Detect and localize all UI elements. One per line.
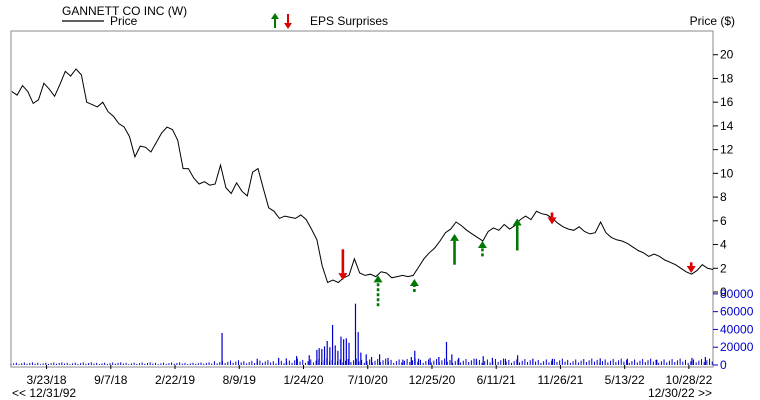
price-tick-label: 4 — [720, 238, 727, 252]
eps-beat-arrow-icon — [477, 240, 487, 257]
price-tick-label: 14 — [720, 119, 734, 133]
price-series — [11, 68, 714, 284]
range-end-link[interactable]: 12/30/22 >> — [648, 386, 712, 400]
date-tick-label: 6/11/21 — [477, 373, 516, 387]
date-tick-label: 7/10/20 — [348, 373, 388, 387]
price-axis: 0 2 4 6 8 10 12 14 16 18 20 — [713, 48, 734, 299]
plot-frame — [10, 30, 714, 368]
price-tick-label: 16 — [720, 95, 734, 109]
volume-tick-label: 0 — [720, 358, 727, 372]
company-title: GANNETT CO INC (W) — [62, 4, 187, 18]
eps-legend-up-arrow-icon — [271, 13, 279, 28]
eps-legend-label: EPS Surprises — [310, 14, 388, 28]
volume-bars — [10, 303, 713, 365]
date-tick-label: 3/23/18 — [27, 373, 67, 387]
price-tick-label: 20 — [720, 48, 734, 62]
chart-header: GANNETT CO INC (W) Price EPS Surprises P… — [62, 4, 735, 29]
eps-beat-arrow-icon — [450, 233, 460, 265]
range-start-link[interactable]: << 12/31/92 — [12, 386, 76, 400]
eps-beat-arrow-icon — [512, 218, 522, 251]
date-tick-label: 2/22/19 — [155, 373, 195, 387]
price-line — [11, 68, 714, 284]
eps-beat-arrow-icon — [409, 278, 419, 292]
eps-beat-arrow-icon — [373, 275, 383, 307]
date-tick-label: 1/24/20 — [283, 373, 323, 387]
price-tick-label: 10 — [720, 166, 734, 180]
price-tick-label: 2 — [720, 261, 727, 275]
price-tick-label: 6 — [720, 214, 727, 228]
price-axis-label: Price ($) — [690, 14, 735, 28]
volume-tick-label: 80000 — [720, 287, 754, 301]
eps-legend-down-arrow-icon — [284, 14, 292, 29]
volume-tick-label: 60000 — [720, 305, 754, 319]
date-tick-label: 10/28/22 — [666, 373, 713, 387]
volume-axis: 0 20000 40000 60000 80000 — [713, 287, 754, 372]
eps-surprise-arrows — [338, 212, 696, 307]
date-tick-label: 11/26/21 — [538, 373, 584, 387]
price-legend-label: Price — [110, 14, 138, 28]
volume-tick-label: 40000 — [720, 322, 754, 336]
date-tick-label: 5/13/22 — [605, 373, 645, 387]
eps-miss-arrow-icon — [338, 249, 348, 281]
date-axis: 3/23/18 9/7/18 2/22/19 8/9/19 1/24/20 7/10/20… — [27, 365, 713, 387]
price-tick-label: 18 — [720, 71, 734, 85]
date-tick-label: 8/9/19 — [223, 373, 257, 387]
date-tick-label: 12/25/20 — [409, 373, 456, 387]
eps-miss-arrow-icon — [547, 212, 557, 225]
price-tick-label: 12 — [720, 143, 734, 157]
price-tick-label: 8 — [720, 190, 727, 204]
date-tick-label: 9/7/18 — [94, 373, 128, 387]
price-tick-label: 0 — [720, 285, 727, 299]
eps-miss-arrow-icon — [686, 262, 696, 274]
volume-tick-label: 20000 — [720, 340, 754, 354]
